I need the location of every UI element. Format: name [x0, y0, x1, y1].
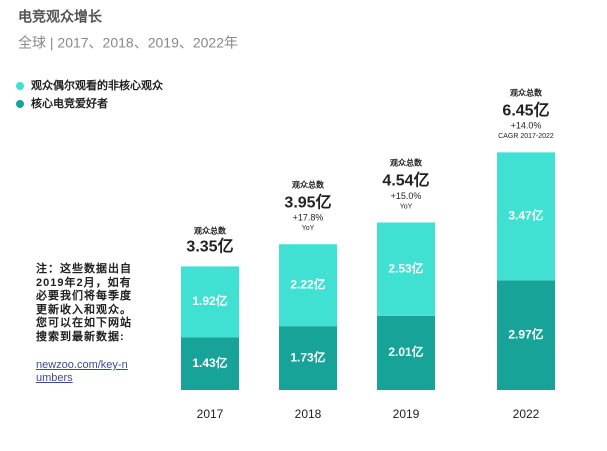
total-title: 观众总数 — [390, 158, 423, 168]
total-title: 观众总数 — [510, 87, 543, 97]
chart-subtitle: 全球 | 2017、2018、2019、2022年 — [18, 35, 238, 51]
bar-value-label: 1.73亿 — [290, 349, 325, 364]
total-value: 3.95亿 — [284, 192, 331, 211]
bar-value-label: 2.97亿 — [508, 326, 543, 341]
legend-label: 观众偶尔观看的非核心观众 — [31, 78, 164, 92]
note-line: 搜索到最新数据: — [36, 330, 125, 343]
chart-title: 电竞观众增长 — [18, 9, 103, 25]
x-tick-label: 2022 — [513, 407, 540, 421]
total-value: 6.45亿 — [502, 101, 549, 120]
note-line: 更新收入和观众。 — [36, 303, 132, 316]
note: 注：这些数据出自 2019年2月，如有 必要我们将每季度 更新收入和观众。 您可以在如下… — [36, 263, 132, 344]
bar-segment — [279, 244, 337, 327]
legend-swatch — [16, 82, 24, 90]
bar-segment — [497, 280, 555, 390]
legend-swatch — [16, 100, 24, 108]
bar-value-label: 1.43亿 — [192, 355, 227, 370]
total-title: 观众总数 — [292, 179, 325, 189]
total-title: 观众总数 — [194, 225, 227, 235]
bar-value-label: 2.53亿 — [388, 260, 423, 275]
x-tick-label: 2019 — [393, 407, 420, 421]
growth-note: CAGR 2017-2022 — [498, 133, 554, 140]
x-tick-label: 2017 — [197, 407, 224, 421]
growth-note: YoY — [302, 225, 315, 232]
note-line: 2019年2月，如有 — [36, 276, 132, 289]
total-value: 3.35亿 — [186, 237, 233, 256]
note-line: 您可以在如下网站 — [36, 317, 132, 329]
x-tick-label: 2018 — [295, 407, 322, 421]
growth-value: +14.0% — [511, 121, 542, 131]
bar-value-label: 1.92亿 — [192, 293, 227, 308]
growth-value: +15.0% — [391, 191, 422, 201]
growth-note: YoY — [400, 203, 413, 210]
bar-value-label: 2.22亿 — [290, 276, 325, 291]
bar-segment — [377, 222, 435, 316]
bar-segment — [181, 266, 239, 338]
note-line: 注：这些数据出自 — [36, 263, 132, 275]
bar-segment — [377, 315, 435, 390]
total-value: 4.54亿 — [382, 171, 429, 190]
bar-segment — [181, 337, 239, 390]
growth-value: +17.8% — [293, 213, 324, 223]
bar-segment — [497, 152, 555, 281]
bar-value-label: 3.47亿 — [508, 208, 543, 223]
legend-label: 核心电竞爱好者 — [31, 96, 108, 110]
bar-value-label: 2.01亿 — [388, 344, 423, 359]
note-line: 必要我们将每季度 — [36, 290, 132, 302]
link[interactable]: newzoo.com/key-numbers — [36, 359, 128, 384]
bar-segment — [279, 326, 337, 390]
